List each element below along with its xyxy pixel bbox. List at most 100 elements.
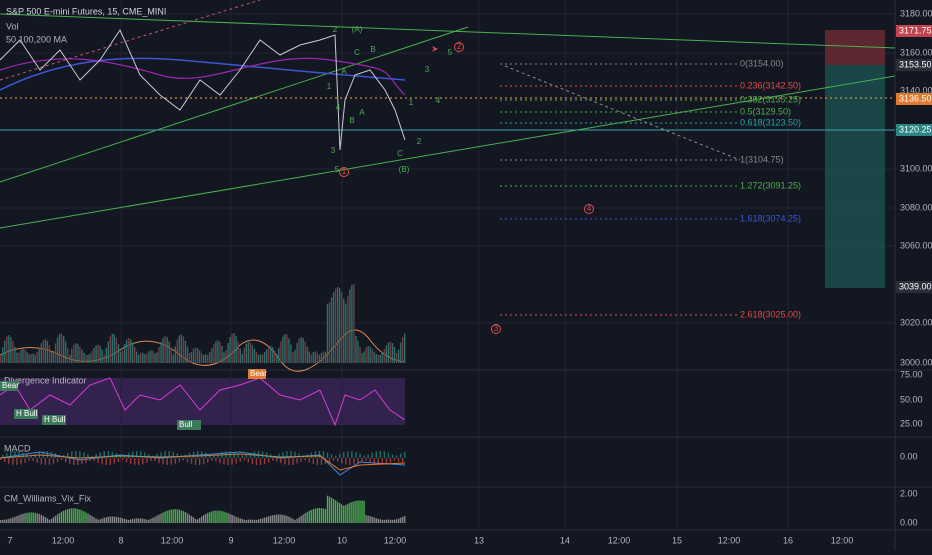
volume-bar <box>34 354 36 363</box>
volume-bar <box>259 354 262 363</box>
macd-hist <box>200 451 203 458</box>
volume-bar <box>103 354 105 363</box>
macd-hist <box>198 458 201 465</box>
vix-bar <box>95 518 97 523</box>
vix-bar <box>38 513 40 523</box>
vix-bar <box>58 512 61 523</box>
macd-hist <box>113 458 116 464</box>
volume-bar <box>265 349 268 363</box>
volume-bar <box>14 346 16 363</box>
volume-bar <box>401 336 404 363</box>
macd-hist <box>188 452 191 458</box>
volume-bar <box>221 345 223 363</box>
fib-label: 0.236(3142.50) <box>740 80 801 90</box>
vix-bar <box>336 501 339 523</box>
vix-bar <box>375 518 377 523</box>
wave-label: A <box>359 108 365 117</box>
volume-bar <box>32 353 34 363</box>
time-tick: 8 <box>118 535 123 545</box>
wave-label: 3 <box>331 146 336 155</box>
macd-hist <box>255 458 258 465</box>
volume-bar <box>160 341 162 363</box>
macd-hist <box>308 458 310 463</box>
volume-bar <box>40 343 42 363</box>
wave-label: 2 <box>333 25 338 34</box>
volume-bar <box>60 333 63 363</box>
macd-hist <box>20 458 22 465</box>
vix-bar <box>196 519 199 523</box>
header-title: S&P 500 E-mini Futures, 15, CME_MINI <box>6 6 166 16</box>
macd-hist <box>217 453 219 458</box>
volume-bar <box>308 351 310 363</box>
vix-bar <box>73 508 75 523</box>
volume-bar <box>219 341 221 363</box>
macd-hist <box>136 451 138 458</box>
volume-bar <box>121 350 124 363</box>
vix-bar <box>77 508 79 523</box>
macd-hist <box>324 458 327 465</box>
volume-bar <box>375 354 377 363</box>
price-badge-text: 3039.00 <box>899 281 932 291</box>
vix-bar <box>198 517 201 523</box>
volume-bar <box>190 352 193 363</box>
vix-bar <box>247 519 250 523</box>
volume-bar <box>225 350 227 363</box>
vix-bar <box>265 516 268 523</box>
macd-hist <box>310 452 312 458</box>
volume-bar <box>26 351 28 363</box>
volume-bar <box>365 347 367 363</box>
macd-hist <box>154 458 156 462</box>
volume-bar <box>87 354 89 363</box>
vix-bar <box>138 518 140 523</box>
macd-hist <box>267 458 270 463</box>
div-tag-text: H Bull <box>44 415 66 424</box>
fib-label: 0(3154.00) <box>740 58 784 68</box>
macd-hist <box>85 458 87 463</box>
macd-hist <box>176 453 179 458</box>
vix-bar <box>272 515 274 523</box>
macd-hist <box>401 458 404 464</box>
vix-bar <box>387 519 390 523</box>
volume-bar <box>107 341 109 363</box>
volume-bar <box>276 354 278 363</box>
vix-bar <box>219 510 221 523</box>
vix-bar <box>397 518 400 523</box>
vix-bar <box>401 516 404 523</box>
volume-bar <box>196 348 199 363</box>
vix-bar <box>294 519 296 523</box>
macd-hist <box>62 454 65 458</box>
macd-hist <box>371 452 373 458</box>
macd-hist <box>355 451 357 458</box>
volume-bar <box>314 351 317 363</box>
macd-hist <box>288 458 290 465</box>
macd-hist <box>24 458 26 463</box>
osc-tick: 75.00 <box>900 369 923 379</box>
vix-bar <box>34 512 36 523</box>
vix-bar <box>330 497 333 523</box>
vix-bar <box>229 513 231 523</box>
volume-bar <box>203 354 205 363</box>
vix-bar <box>170 509 172 523</box>
volume-bar <box>2 347 4 363</box>
vix-bar <box>332 498 335 523</box>
macd-hist <box>393 458 396 461</box>
macd-hist <box>300 458 302 462</box>
macd-hist <box>205 452 207 458</box>
macd-hist <box>142 458 144 465</box>
macd-hist <box>286 451 288 458</box>
price-badge-text: 3136.50 <box>899 93 932 103</box>
volume-bar <box>263 352 266 363</box>
macd-hist <box>81 458 83 465</box>
vix-bar <box>64 509 67 523</box>
vix-bar <box>99 519 101 523</box>
macd-hist <box>203 458 205 465</box>
fib-label: 0.382(3135.25) <box>740 94 801 104</box>
vix-bar <box>343 505 345 523</box>
macd-hist <box>30 455 32 458</box>
volume-bar <box>217 340 219 363</box>
volume-bar <box>18 352 20 363</box>
volume-bar <box>117 343 120 363</box>
macd-hist <box>44 458 47 465</box>
volume-bar <box>318 354 321 363</box>
